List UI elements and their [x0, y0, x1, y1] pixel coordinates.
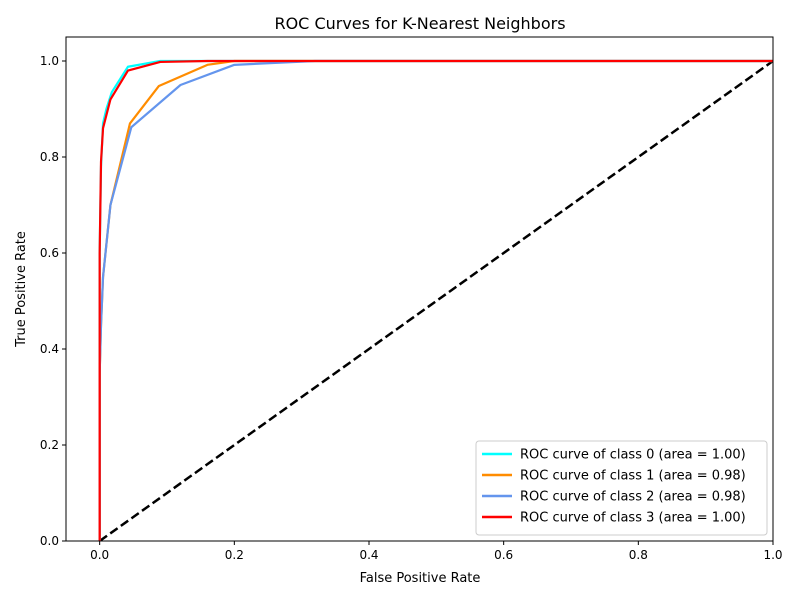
- legend-label-class-0: ROC curve of class 0 (area = 1.00): [520, 448, 746, 463]
- x-axis-label: False Positive Rate: [360, 571, 481, 586]
- y-tick-label: 0.6: [40, 246, 59, 260]
- y-axis-label: True Positive Rate: [14, 231, 29, 348]
- chart-title: ROC Curves for K-Nearest Neighbors: [274, 14, 565, 33]
- plot-lines: [98, 59, 773, 541]
- y-tick-label: 0.4: [40, 342, 59, 356]
- legend-label-class-3: ROC curve of class 3 (area = 1.00): [520, 511, 746, 526]
- legend-box: [475, 440, 768, 536]
- x-tick-label: 0.4: [359, 548, 378, 562]
- axis-ticks: 0.0 0.2 0.4 0.6 0.8 1.0 0.0 0.2 0.4 0.6 0.8 1.0: [40, 54, 783, 562]
- series-line-class-3: [98, 59, 773, 541]
- x-tick-label: 0.2: [225, 548, 244, 562]
- y-tick-label: 0.8: [40, 150, 59, 164]
- legend-label-class-1: ROC curve of class 1 (area = 0.98): [520, 469, 746, 484]
- y-tick-label: 0.0: [40, 534, 59, 548]
- axes-frame: [65, 36, 774, 542]
- x-tick-label: 0.8: [629, 548, 648, 562]
- y-tick-label: 0.2: [40, 438, 59, 452]
- plot-area: [65, 36, 774, 542]
- x-tick-label: 1.0: [763, 548, 782, 562]
- x-tick-label: 0.6: [494, 548, 513, 562]
- legend-label-class-2: ROC curve of class 2 (area = 0.98): [520, 490, 746, 505]
- diagonal-reference-line: [98, 59, 773, 541]
- y-tick-label: 1.0: [40, 54, 59, 68]
- x-tick-label: 0.0: [90, 548, 109, 562]
- legend: ROC curve of class 0 (area = 1.00) ROC cu…: [475, 440, 768, 536]
